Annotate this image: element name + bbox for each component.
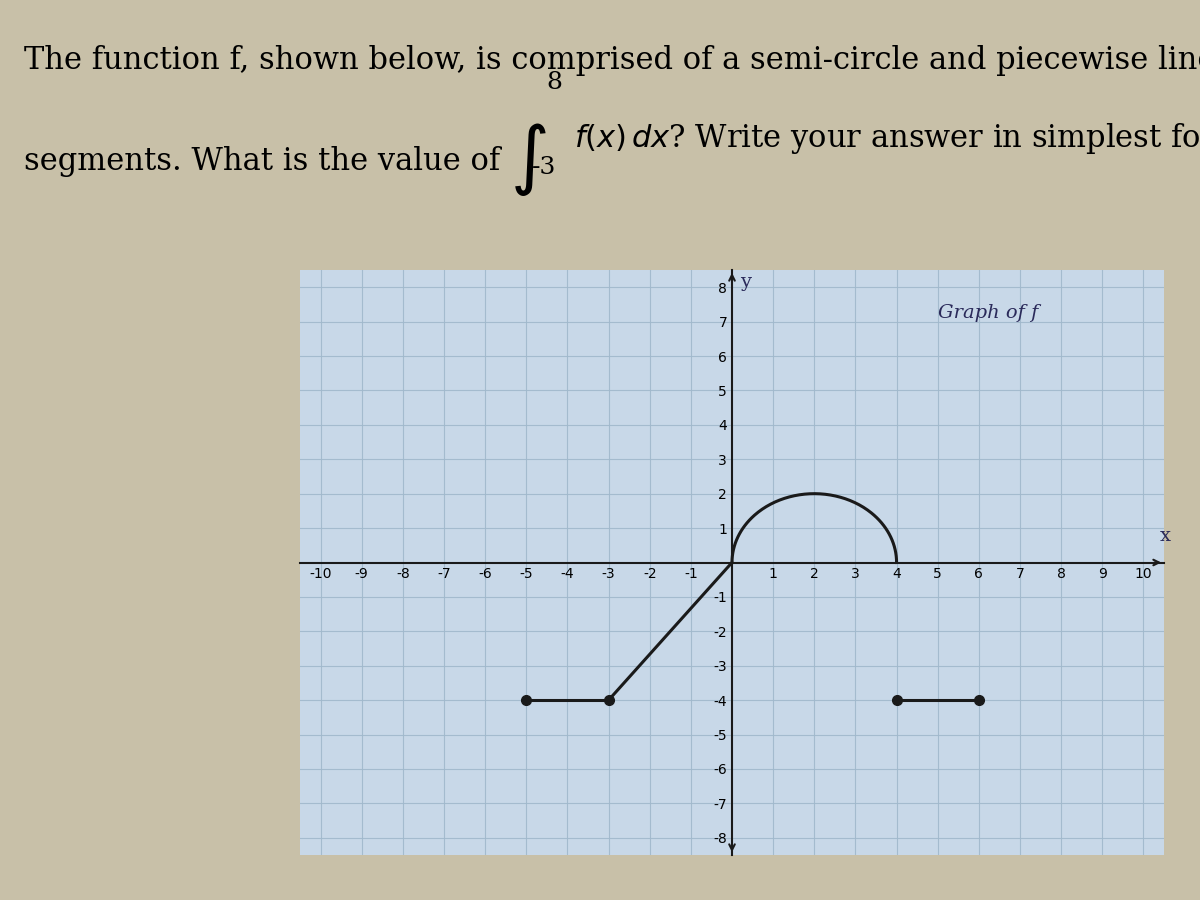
- Text: y: y: [740, 274, 751, 292]
- Text: $\int$: $\int$: [510, 121, 546, 198]
- Text: segments. What is the value of: segments. What is the value of: [24, 146, 500, 177]
- Text: x: x: [1160, 527, 1171, 545]
- Text: -3: -3: [532, 157, 556, 179]
- Text: $f(x)\,dx$? Write your answer in simplest form.: $f(x)\,dx$? Write your answer in simples…: [574, 121, 1200, 156]
- Text: The function f, shown below, is comprised of a semi-circle and piecewise linear: The function f, shown below, is comprise…: [24, 45, 1200, 76]
- Text: 8: 8: [546, 70, 562, 94]
- Text: Graph of f: Graph of f: [937, 304, 1038, 322]
